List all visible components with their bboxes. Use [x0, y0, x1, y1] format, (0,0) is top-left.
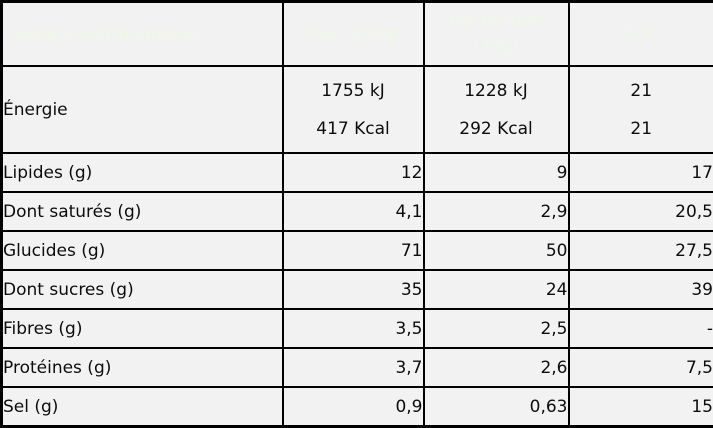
- energy-per100-kj: 1755 kJ: [284, 72, 423, 110]
- table-row-lipides: Lipides (g) 12 9 17: [2, 153, 713, 192]
- row-per100-cell: 0,9: [283, 387, 424, 427]
- row-portion-cell: 0,63: [424, 387, 569, 427]
- energy-ri-cell: 21 21: [569, 66, 713, 153]
- table-row-fibres: Fibres (g) 3,5 2,5 -: [2, 309, 713, 348]
- table-row-dont-sucres: Dont sucres (g) 35 24 39: [2, 270, 713, 309]
- energy-portion-cell: 1228 kJ 292 Kcal: [424, 66, 569, 153]
- row-label-cell: Sel (g): [2, 387, 283, 427]
- row-ri-cell: 27,5: [569, 231, 713, 270]
- row-portion-cell: 50: [424, 231, 569, 270]
- row-portion-cell: 9: [424, 153, 569, 192]
- row-per100-cell: 12: [283, 153, 424, 192]
- header-per-portion-line1: Par portion: [425, 8, 568, 34]
- energy-portion-kcal: 292 Kcal: [425, 110, 568, 148]
- row-ri-cell: 20,5: [569, 192, 713, 231]
- row-per100-cell: 3,5: [283, 309, 424, 348]
- header-ri: % RI: [569, 2, 713, 67]
- table-row-proteines: Protéines (g) 3,7 2,6 7,5: [2, 348, 713, 387]
- energy-label-cell: Énergie: [2, 66, 283, 153]
- row-label-cell: Dont saturés (g): [2, 192, 283, 231]
- row-per100-cell: 3,7: [283, 348, 424, 387]
- row-ri-cell: 39: [569, 270, 713, 309]
- row-ri-cell: 15: [569, 387, 713, 427]
- header-values-label: Valeurs nutritionnelles: [2, 2, 283, 67]
- header-per-portion: Par portion (70g): [424, 2, 569, 67]
- table-row-dont-satures: Dont saturés (g) 4,1 2,9 20,5: [2, 192, 713, 231]
- row-label-cell: Glucides (g): [2, 231, 283, 270]
- row-ri-cell: -: [569, 309, 713, 348]
- row-per100-cell: 35: [283, 270, 424, 309]
- row-label-cell: Protéines (g): [2, 348, 283, 387]
- row-label-cell: Lipides (g): [2, 153, 283, 192]
- row-portion-cell: 24: [424, 270, 569, 309]
- row-ri-cell: 7,5: [569, 348, 713, 387]
- energy-ri-kj: 21: [570, 72, 713, 110]
- energy-per100-cell: 1755 kJ 417 Kcal: [283, 66, 424, 153]
- table-row-sel: Sel (g) 0,9 0,63 15: [2, 387, 713, 427]
- energy-per100-kcal: 417 Kcal: [284, 110, 423, 148]
- row-label-cell: Fibres (g): [2, 309, 283, 348]
- row-portion-cell: 2,6: [424, 348, 569, 387]
- nutrition-label: Valeurs nutritionnelles Pour 100gr Par p…: [0, 0, 713, 406]
- header-per-portion-line2: (70g): [425, 34, 568, 60]
- header-per-100: Pour 100gr: [283, 2, 424, 67]
- row-portion-cell: 2,5: [424, 309, 569, 348]
- row-per100-cell: 4,1: [283, 192, 424, 231]
- row-label-cell: Dont sucres (g): [2, 270, 283, 309]
- energy-portion-kj: 1228 kJ: [425, 72, 568, 110]
- header-row: Valeurs nutritionnelles Pour 100gr Par p…: [2, 2, 713, 67]
- row-ri-cell: 17: [569, 153, 713, 192]
- row-per100-cell: 71: [283, 231, 424, 270]
- table-row-glucides: Glucides (g) 71 50 27,5: [2, 231, 713, 270]
- energy-ri-kcal: 21: [570, 110, 713, 148]
- table-row-energie: Énergie 1755 kJ 417 Kcal 1228 kJ 292 Kca…: [2, 66, 713, 153]
- row-portion-cell: 2,9: [424, 192, 569, 231]
